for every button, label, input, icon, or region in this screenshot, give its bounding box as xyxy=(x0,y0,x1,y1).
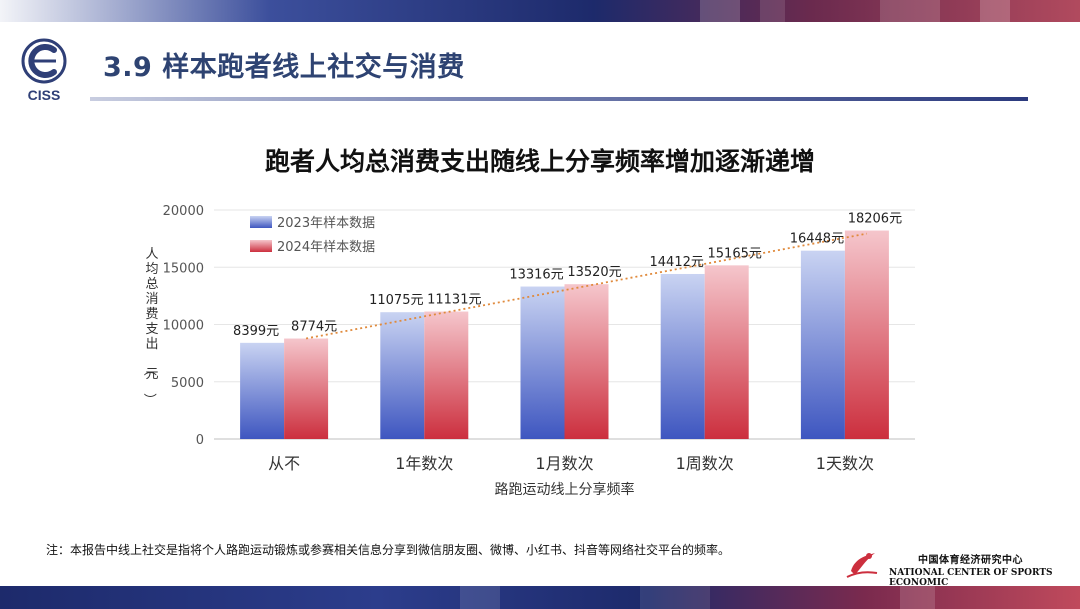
footer-org-cn: 中国体育经济研究中心 xyxy=(918,555,1023,566)
legend-swatch-2024 xyxy=(250,240,272,252)
data-label: 11131元 xyxy=(427,293,481,308)
y-tick-label: 10000 xyxy=(163,319,204,334)
chart-title: 跑者人均总消费支出随线上分享频率增加逐渐递增 xyxy=(264,147,815,176)
bar-2023 xyxy=(380,312,425,439)
x-tick-label: 1周数次 xyxy=(676,454,734,473)
bar-2024 xyxy=(844,230,889,439)
bar-2023 xyxy=(800,250,845,439)
bar-2024 xyxy=(564,284,609,439)
y-axis-title: 人均总消费支出（元） xyxy=(141,247,158,406)
sports-economic-center-logo xyxy=(846,553,878,578)
legend-swatch-2023 xyxy=(250,216,272,228)
bar-2023 xyxy=(660,273,705,439)
logo-text: CISS xyxy=(28,87,61,103)
x-tick-label: 1天数次 xyxy=(816,454,874,473)
data-label: 18206元 xyxy=(848,212,902,227)
data-label: 13520元 xyxy=(567,265,621,280)
bar-2023 xyxy=(240,342,285,439)
x-tick-label: 1月数次 xyxy=(535,454,593,473)
data-label: 8774元 xyxy=(291,320,337,335)
data-label: 14412元 xyxy=(650,255,704,270)
bar-2023 xyxy=(520,286,565,439)
y-tick-label: 15000 xyxy=(163,261,204,276)
data-label: 13316元 xyxy=(509,268,563,283)
data-label: 15165元 xyxy=(708,246,762,261)
x-tick-label: 1年数次 xyxy=(395,454,453,473)
legend-label: 2024年样本数据 xyxy=(277,240,375,255)
data-label: 11075元 xyxy=(369,293,423,308)
bar-2024 xyxy=(424,311,469,439)
bottom-decorative-band xyxy=(0,586,1080,609)
footnote: 注：本报告中线上社交是指将个人路跑运动锻炼或参赛相关信息分享到微信朋友圈、微博、… xyxy=(46,543,731,557)
y-tick-label: 20000 xyxy=(163,204,204,219)
legend-label: 2023年样本数据 xyxy=(277,216,375,231)
y-tick-label: 5000 xyxy=(171,376,204,391)
footer-org-en: NATIONAL CENTER OF SPORTS ECONOMIC xyxy=(889,568,1053,588)
x-axis-title: 路跑运动线上分享频率 xyxy=(495,481,635,498)
slide-title: 3.9 样本跑者线上社交与消费 xyxy=(103,52,465,83)
data-label: 8399元 xyxy=(233,324,279,339)
x-tick-label: 从不 xyxy=(268,454,300,473)
y-tick-label: 0 xyxy=(196,433,204,448)
bar-2024 xyxy=(284,338,329,439)
data-label: 16448元 xyxy=(790,232,844,247)
ciss-logo: CISS xyxy=(21,38,67,103)
trendline xyxy=(305,232,868,340)
title-divider xyxy=(90,97,1028,101)
top-decorative-band xyxy=(0,0,1080,22)
bar-2024 xyxy=(704,265,749,439)
